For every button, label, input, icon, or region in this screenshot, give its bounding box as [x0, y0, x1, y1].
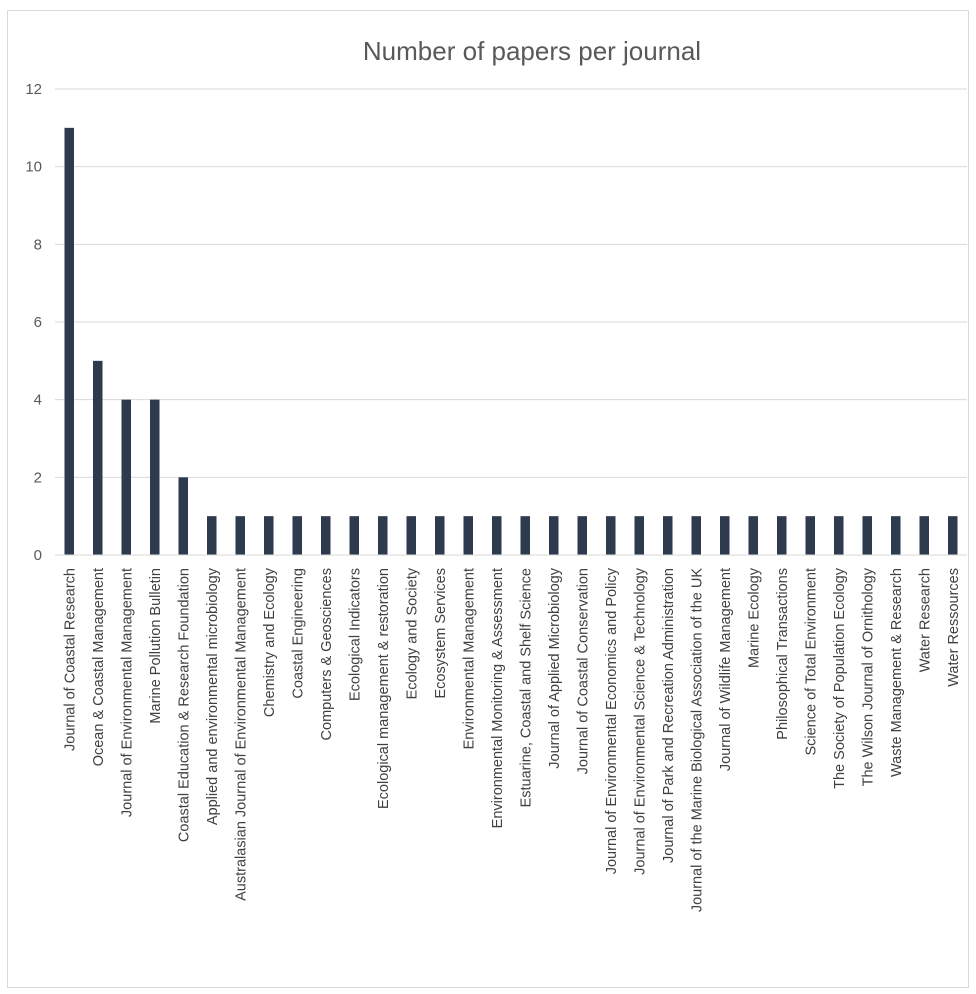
x-tick-label: Coastal Education & Research Foundation — [176, 568, 192, 842]
bar-20 — [606, 516, 616, 555]
bars — [64, 127, 958, 555]
bar-14 — [435, 516, 445, 555]
x-tick-label: The Wilson Journal of Ornithology — [860, 567, 876, 786]
bar-32 — [948, 516, 958, 555]
bar-4 — [150, 399, 160, 555]
bar-16 — [492, 516, 502, 555]
bar-2 — [93, 360, 103, 555]
bar-1 — [64, 127, 74, 555]
bar-3 — [121, 399, 131, 555]
bar-22 — [663, 516, 673, 555]
y-tick-label: 6 — [34, 314, 42, 331]
x-tick-label: Ecological management & restoration — [376, 568, 392, 809]
x-tick-label: Philosophical Transactions — [775, 568, 791, 740]
bar-31 — [919, 516, 929, 555]
bar-21 — [634, 516, 644, 555]
x-tick-label: Journal of Environmental Economics and P… — [604, 567, 620, 874]
x-tick-label: Ocean & Coastal Management — [91, 568, 107, 766]
x-tick-label: Environmental Management — [461, 568, 477, 749]
x-tick-label: Estuarine, Coastal and Shelf Science — [518, 568, 534, 807]
x-tick-label: Ecology and Society — [404, 567, 420, 699]
bar-28 — [834, 516, 844, 555]
x-tick-label: Ecological Indicators — [347, 568, 363, 701]
bar-8 — [264, 516, 274, 555]
x-tick-label: Applied and environmental microbiology — [205, 567, 221, 825]
bar-13 — [406, 516, 416, 555]
bar-27 — [805, 516, 815, 555]
bar-25 — [748, 516, 758, 555]
x-tick-label: Journal of Coastal Research — [62, 568, 78, 751]
bar-10 — [321, 516, 331, 555]
x-tick-label: Coastal Engineering — [290, 568, 306, 699]
x-axis-ticks: Journal of Coastal Research Ocean & Coast… — [62, 567, 962, 912]
bar-5 — [178, 477, 188, 555]
bar-11 — [349, 516, 359, 555]
bar-7 — [235, 516, 245, 555]
gridlines — [55, 88, 967, 478]
y-tick-label: 8 — [34, 236, 42, 253]
bar-12 — [378, 516, 388, 555]
x-tick-label: Chemistry and Ecology — [262, 567, 278, 717]
bar-26 — [777, 516, 787, 555]
x-tick-label: Journal of Wildlife Management — [718, 568, 734, 771]
x-tick-label: Environmental Monitoring & Assessment — [490, 568, 506, 828]
x-tick-label: Science of Total Environment — [803, 568, 819, 756]
y-axis-ticks: 0 2 4 6 8 10 12 — [25, 81, 42, 564]
y-tick-label: 12 — [25, 81, 42, 98]
x-tick-label: Journal of Applied Microbiology — [547, 567, 563, 768]
x-tick-label: The Society of Population Ecology — [832, 567, 848, 789]
bar-29 — [862, 516, 872, 555]
bar-30 — [891, 516, 901, 555]
bar-6 — [207, 516, 217, 555]
x-tick-label: Water Research — [917, 568, 933, 672]
bar-23 — [691, 516, 701, 555]
x-tick-label: Marine Ecology — [746, 567, 762, 668]
x-tick-label: Journal of Coastal Conservation — [575, 568, 591, 774]
x-tick-label: Journal of Environmental Science & Techn… — [632, 567, 648, 875]
x-tick-label: Marine Pollution Bulletin — [148, 568, 164, 724]
chart-frame — [7, 10, 969, 988]
bar-24 — [720, 516, 730, 555]
y-tick-label: 10 — [25, 159, 42, 176]
x-tick-label: Australasian Journal of Environmental Ma… — [233, 568, 249, 901]
bar-15 — [463, 516, 473, 555]
y-tick-label: 2 — [34, 469, 42, 486]
bar-18 — [549, 516, 559, 555]
x-tick-label: Computers & Geosciences — [319, 568, 335, 740]
bar-19 — [577, 516, 587, 555]
bar-17 — [520, 516, 530, 555]
bar-9 — [292, 516, 302, 555]
x-tick-label: Water Ressources — [946, 568, 962, 687]
chart-title: Number of papers per journal — [363, 36, 701, 66]
x-tick-label: Journal of the Marine Biological Associa… — [689, 568, 705, 912]
x-tick-label: Journal of Environmental Management — [119, 568, 135, 817]
y-tick-label: 4 — [34, 392, 42, 409]
x-tick-label: Ecosystem Services — [433, 568, 449, 699]
y-tick-label: 0 — [34, 547, 42, 564]
x-tick-label: Waste Management & Research — [889, 568, 905, 777]
x-tick-label: Journal of Park and Recreation Administr… — [661, 568, 677, 863]
